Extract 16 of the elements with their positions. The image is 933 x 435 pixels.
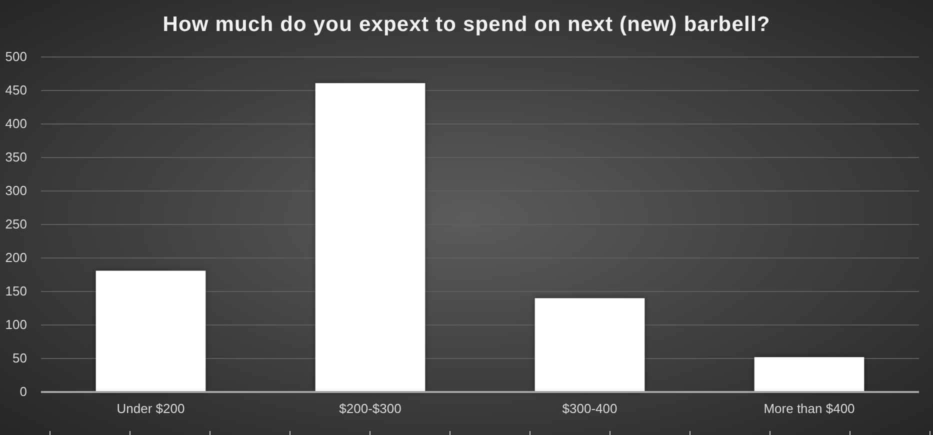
- y-tick-label: 100: [5, 317, 27, 332]
- y-tick-label: 300: [5, 183, 27, 198]
- chart-title: How much do you expext to spend on next (new) barbell?: [162, 13, 770, 36]
- y-tick-label: 50: [12, 350, 27, 366]
- y-tick-label: 150: [5, 284, 27, 299]
- y-tick-label: 200: [5, 250, 27, 266]
- x-tick-label: $300-400: [562, 401, 618, 416]
- x-tick-label: $200-$300: [339, 401, 402, 416]
- y-tick-label: 500: [5, 49, 27, 64]
- x-tick-label: Under $200: [116, 401, 185, 416]
- y-tick-label: 350: [5, 150, 27, 165]
- y-tick-label: 400: [5, 116, 27, 132]
- y-tick-label: 450: [5, 82, 27, 98]
- y-tick-label: 250: [5, 216, 27, 232]
- x-tick-label: More than $400: [764, 401, 855, 416]
- y-tick-label: 0: [20, 384, 27, 400]
